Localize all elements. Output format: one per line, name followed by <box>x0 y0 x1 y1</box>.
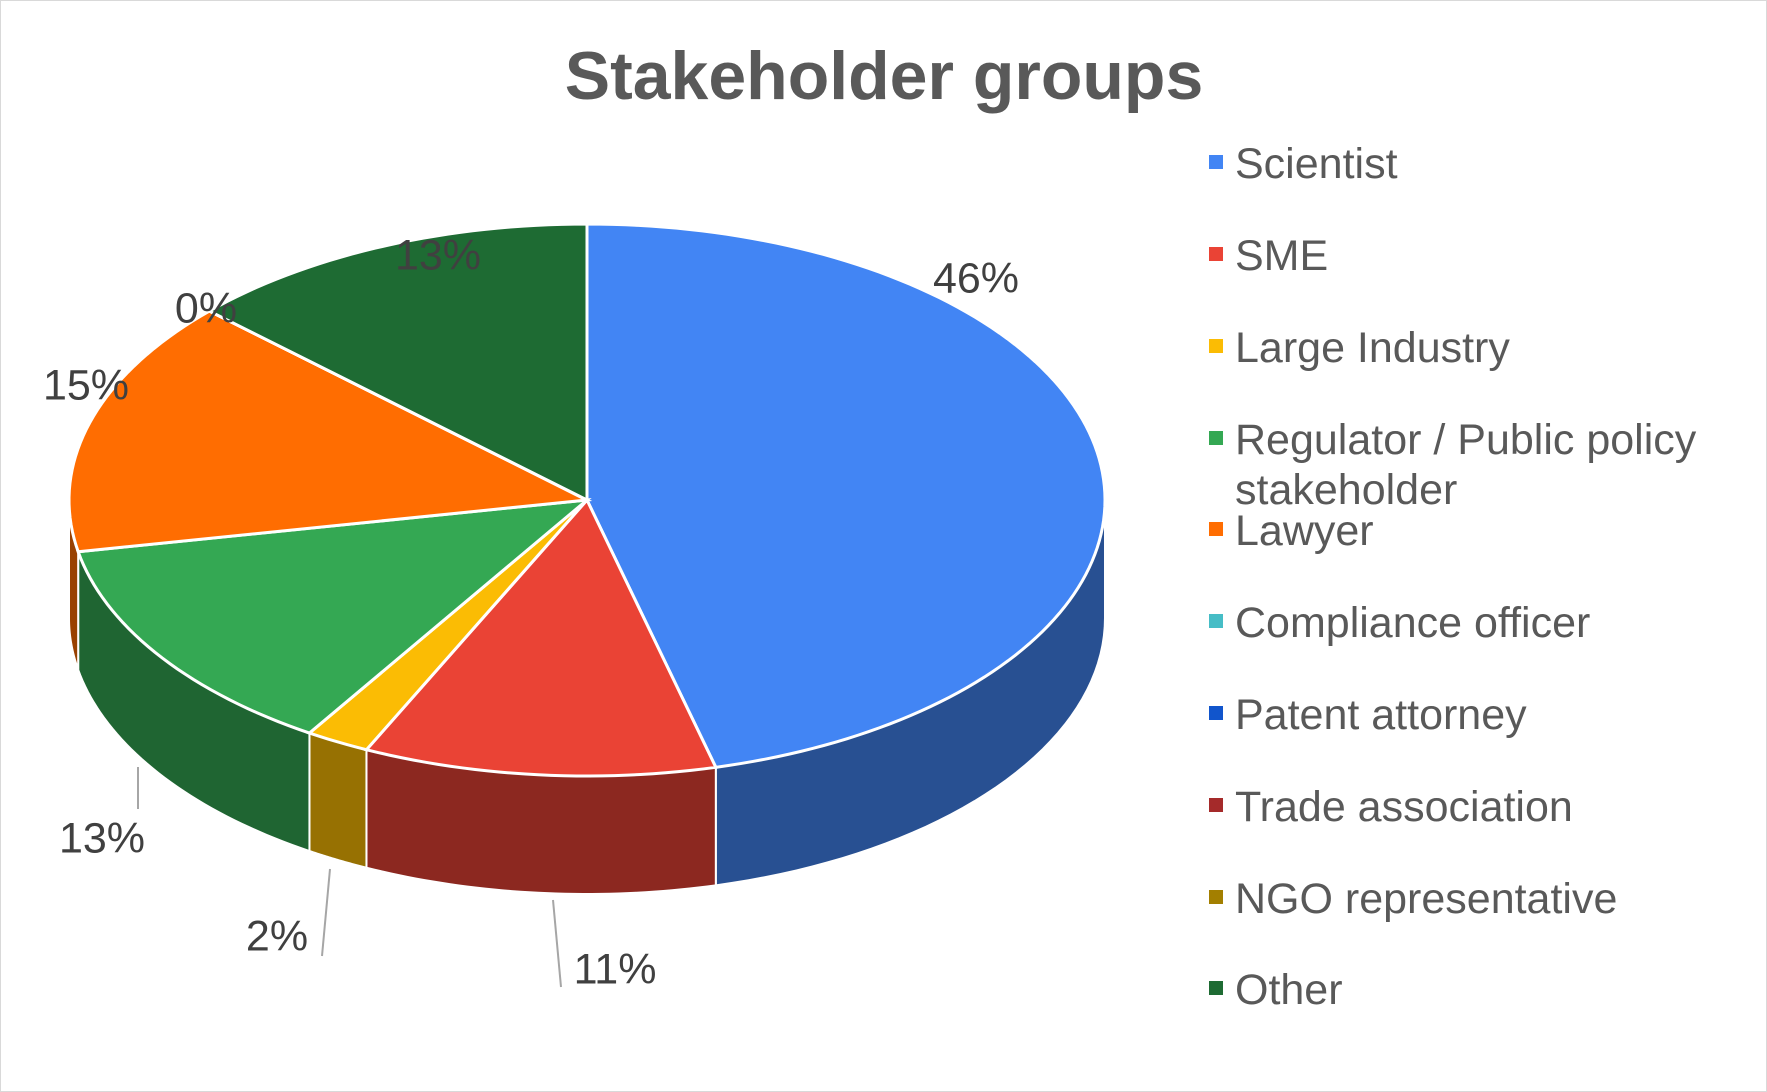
legend-swatch <box>1209 890 1223 904</box>
legend-item: SME <box>1209 231 1749 281</box>
legend-item: NGO representative <box>1209 874 1749 924</box>
data-label: 46% <box>933 254 1019 302</box>
data-label: 0% <box>175 284 237 332</box>
legend-item: Patent attorney <box>1209 690 1749 740</box>
legend-label: Large Industry <box>1235 324 1510 372</box>
legend-swatch <box>1209 247 1223 261</box>
legend-label: Compliance officer <box>1235 599 1591 647</box>
legend-item: Scientist <box>1209 139 1749 189</box>
legend-label: Scientist <box>1235 140 1398 188</box>
data-label: 2% <box>246 912 308 960</box>
legend-swatch <box>1209 339 1223 353</box>
legend-item: Compliance officer <box>1209 598 1749 648</box>
pie-slice <box>76 498 592 735</box>
legend-swatch <box>1209 431 1223 445</box>
legend-label: Trade association <box>1235 783 1573 831</box>
data-label: 15% <box>43 361 129 409</box>
legend-item: Other <box>1209 965 1749 1015</box>
legend-item: Regulator / Public policy stakeholder <box>1209 415 1749 515</box>
legend-swatch <box>1209 614 1223 628</box>
legend-swatch <box>1209 706 1223 720</box>
legend-swatch <box>1209 798 1223 812</box>
legend-label: Patent attorney <box>1235 691 1527 739</box>
data-label: 11% <box>574 945 657 993</box>
legend-label: SME <box>1235 232 1329 280</box>
pie-slice <box>67 309 593 554</box>
legend-label: Lawyer <box>1235 507 1374 555</box>
legend-item: Trade association <box>1209 782 1749 832</box>
pie-side <box>308 731 368 870</box>
legend-swatch <box>1209 981 1223 995</box>
legend-item: Lawyer <box>1209 506 1749 556</box>
chart-title: Stakeholder groups <box>565 38 1204 114</box>
legend-label: Regulator / Public policy stakeholder <box>1235 416 1697 514</box>
pie-slice <box>206 222 589 503</box>
legend-item: Large Industry <box>1209 323 1749 373</box>
data-label: 13% <box>59 814 145 862</box>
legend-label: Other <box>1235 966 1343 1014</box>
pie-slice <box>585 222 1107 769</box>
leader-line <box>321 868 331 957</box>
legend-label: NGO representative <box>1235 875 1618 923</box>
legend-swatch <box>1209 522 1223 536</box>
legend-swatch <box>1209 155 1223 169</box>
leader-line <box>552 899 562 988</box>
pie-slice <box>306 498 589 752</box>
data-label: 13% <box>395 231 481 279</box>
pie-slice <box>363 497 719 778</box>
